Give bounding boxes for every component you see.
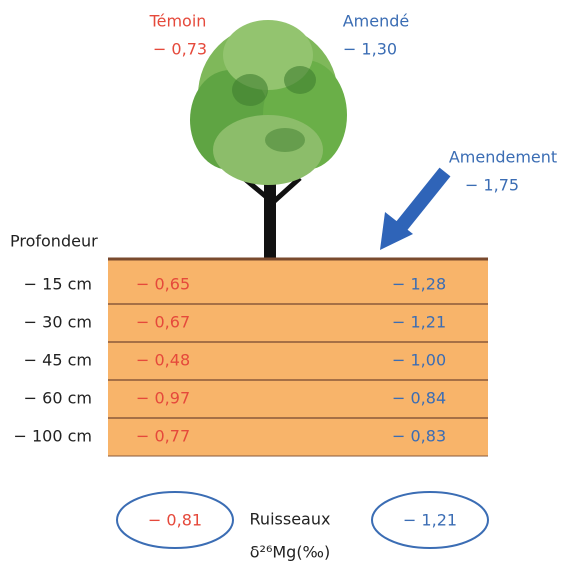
tree: [190, 20, 347, 260]
depth-label: − 45 cm: [24, 351, 92, 370]
temoin-value: − 0,67: [136, 313, 190, 332]
amendement-label: Amendement: [449, 148, 557, 167]
amendment-arrow: [380, 167, 451, 250]
amende-label: Amendé: [343, 12, 410, 31]
depth-label: − 30 cm: [24, 313, 92, 332]
stream-ellipse: [116, 491, 234, 549]
stream-temoin-value: − 0,81: [148, 511, 202, 530]
temoin-value: − 0,77: [136, 427, 190, 446]
amende-value: − 0,84: [392, 389, 446, 408]
stream-ellipse: [371, 491, 489, 549]
temoin-value: − 0,65: [136, 275, 190, 294]
soil: [108, 260, 488, 456]
depth-label: − 100 cm: [14, 427, 93, 446]
temoin-value: − 0,73: [153, 40, 207, 59]
stream-amende-value: − 1,21: [403, 511, 457, 530]
temoin-label: Témoin: [149, 12, 207, 31]
unit: δ²⁶Mg(‰): [250, 543, 331, 562]
soil-rows: − 15 cm − 0,65 − 1,28 − 30 cm − 0,67 − 1,21 − …: [14, 275, 488, 457]
amende-value: − 1,21: [392, 313, 446, 332]
depth-label: − 15 cm: [24, 275, 92, 294]
amende-value: − 1,28: [392, 275, 446, 294]
depth-label: − 60 cm: [24, 389, 92, 408]
amendement-value: − 1,75: [465, 176, 519, 195]
amende-value: − 1,30: [343, 40, 397, 59]
stream-label: Ruisseaux: [250, 510, 331, 529]
amende-value: − 1,00: [392, 351, 446, 370]
temoin-value: − 0,48: [136, 351, 190, 370]
depth-title: Profondeur: [10, 232, 98, 251]
amende-value: − 0,83: [392, 427, 446, 446]
temoin-value: − 0,97: [136, 389, 190, 408]
